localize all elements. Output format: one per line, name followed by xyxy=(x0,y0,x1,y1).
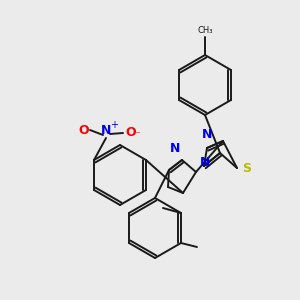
Text: N: N xyxy=(101,124,111,137)
Text: CH₃: CH₃ xyxy=(197,26,213,35)
Text: O: O xyxy=(78,124,89,136)
Text: N: N xyxy=(169,142,180,155)
Text: ⁻: ⁻ xyxy=(134,130,140,140)
Text: S: S xyxy=(242,161,251,175)
Text: N: N xyxy=(200,156,210,169)
Text: O: O xyxy=(125,127,136,140)
Text: +: + xyxy=(110,120,118,130)
Text: N: N xyxy=(202,128,212,141)
